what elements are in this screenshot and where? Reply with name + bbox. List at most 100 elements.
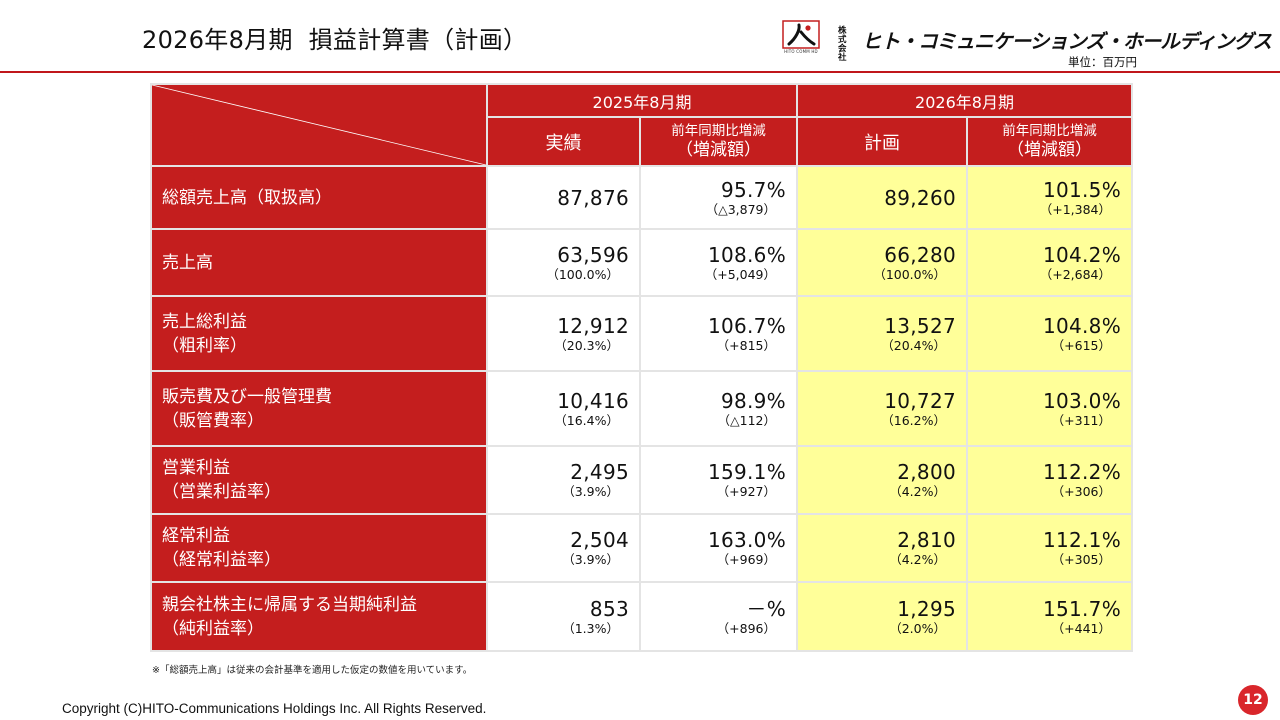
plan-yoy-cell: 104.2% （+2,684） bbox=[966, 228, 1133, 297]
actual-value: 87,876 bbox=[557, 185, 629, 210]
row-label: 経常利益 （経常利益率） bbox=[150, 513, 488, 583]
plan-ratio: （20.4%） bbox=[881, 337, 946, 353]
actual-ratio: （16.4%） bbox=[554, 412, 619, 428]
row-label: 売上総利益 （粗利率） bbox=[150, 295, 488, 372]
plan-yoy-cell: 112.1% （+305） bbox=[966, 513, 1133, 583]
period-header-2026: 2026年8月期 bbox=[796, 83, 1133, 118]
row-label: 売上高 bbox=[150, 228, 488, 297]
yoy-header-line1: 前年同期比増減 bbox=[1002, 123, 1097, 139]
table-row: 売上総利益 （粗利率） 12,912 （20.3%） 106.7% （+815）… bbox=[150, 295, 1133, 372]
table-row: 親会社株主に帰属する当期純利益 （純利益率） 853 （1.3%） －% （+8… bbox=[150, 581, 1133, 652]
yoy-cell: 159.1% （+927） bbox=[639, 445, 798, 515]
yoy-value: 106.7% bbox=[707, 313, 786, 338]
company-logo: HITO COMM HD 株式会社 ヒト・コミュニケーションズ・ホールディングス bbox=[782, 20, 1272, 63]
plan-cell: 10,727 （16.2%） bbox=[796, 370, 968, 447]
row-label-line2: （粗利率） bbox=[162, 335, 247, 356]
plan-value: 1,295 bbox=[897, 596, 956, 621]
yoy-cell: 108.6% （+5,049） bbox=[639, 228, 798, 297]
yoy-value: 108.6% bbox=[707, 242, 786, 267]
column-header-yoy-2026: 前年同期比増減 （増減額） bbox=[966, 116, 1133, 167]
table-corner-cell bbox=[150, 83, 488, 167]
actual-cell: 2,495 （3.9%） bbox=[486, 445, 641, 515]
row-label-line1: 営業利益 bbox=[162, 458, 230, 478]
yoy-change: （+969） bbox=[716, 552, 776, 567]
yoy-change: （+896） bbox=[716, 620, 776, 636]
yoy-header-line1: 前年同期比増減 bbox=[671, 123, 766, 139]
yoy-header-line2: （増減額） bbox=[1007, 140, 1092, 160]
plan-ratio: （2.0%） bbox=[889, 620, 946, 636]
plan-yoy-change: （+1,384） bbox=[1039, 201, 1111, 217]
column-header-plan: 計画 bbox=[796, 116, 968, 167]
row-label-line2: （営業利益率） bbox=[162, 482, 281, 502]
plan-value: 66,280 bbox=[884, 242, 956, 267]
row-label-line1: 総額売上高（取扱高） bbox=[162, 187, 332, 208]
row-label-line1: 販売費及び一般管理費 bbox=[162, 386, 332, 407]
title-divider bbox=[0, 71, 1280, 73]
actual-cell: 853 （1.3%） bbox=[486, 581, 641, 652]
page-number-badge: 12 bbox=[1238, 685, 1268, 715]
yoy-cell: 98.9% （△112） bbox=[639, 370, 798, 447]
logo-mark-icon: HITO COMM HD bbox=[782, 20, 820, 56]
plan-yoy-cell: 103.0% （+311） bbox=[966, 370, 1133, 447]
plan-cell: 2,810 （4.2%） bbox=[796, 513, 968, 583]
row-label-line2: （純利益率） bbox=[162, 618, 264, 639]
plan-ratio: （4.2%） bbox=[889, 484, 946, 499]
plan-cell: 89,260 bbox=[796, 165, 968, 230]
row-label-line1: 経常利益 bbox=[162, 526, 230, 546]
row-label: 親会社株主に帰属する当期純利益 （純利益率） bbox=[150, 581, 488, 652]
row-label: 販売費及び一般管理費 （販管費率） bbox=[150, 370, 488, 447]
row-label-line2: （経常利益率） bbox=[162, 550, 281, 570]
page-title: 2026年8月期 損益計算書（計画） bbox=[142, 26, 528, 54]
yoy-change: （+927） bbox=[716, 484, 776, 499]
actual-cell: 87,876 bbox=[486, 165, 641, 230]
plan-yoy-value: 151.7% bbox=[1042, 596, 1121, 621]
plan-value: 89,260 bbox=[884, 185, 956, 210]
yoy-value: 98.9% bbox=[720, 388, 786, 413]
yoy-cell: 106.7% （+815） bbox=[639, 295, 798, 372]
yoy-change: （+815） bbox=[716, 337, 776, 353]
copyright-text: Copyright (C)HITO-Communications Holding… bbox=[62, 701, 487, 716]
yoy-value: 95.7% bbox=[720, 177, 786, 202]
row-label-line1: 親会社株主に帰属する当期純利益 bbox=[162, 594, 417, 615]
plan-cell: 13,527 （20.4%） bbox=[796, 295, 968, 372]
yoy-change: （△112） bbox=[717, 412, 776, 428]
actual-ratio: （3.9%） bbox=[562, 552, 619, 567]
plan-value: 2,800 bbox=[897, 460, 956, 484]
plan-yoy-change: （+306） bbox=[1051, 484, 1111, 499]
actual-value: 10,416 bbox=[557, 388, 629, 413]
table-row: 売上高 63,596 （100.0%） 108.6% （+5,049） 66,2… bbox=[150, 228, 1133, 297]
footnote: ※「総額売上高」は従来の会計基準を適用した仮定の数値を用いています。 bbox=[152, 665, 473, 676]
plan-value: 2,810 bbox=[897, 528, 956, 552]
yoy-cell: －% （+896） bbox=[639, 581, 798, 652]
yoy-value: 163.0% bbox=[707, 528, 786, 552]
plan-yoy-value: 101.5% bbox=[1042, 177, 1121, 202]
plan-yoy-cell: 151.7% （+441） bbox=[966, 581, 1133, 652]
plan-yoy-value: 112.2% bbox=[1042, 460, 1121, 484]
actual-ratio: （1.3%） bbox=[562, 620, 619, 636]
actual-value: 2,504 bbox=[570, 528, 629, 552]
yoy-value: 159.1% bbox=[707, 460, 786, 484]
row-label-line2: （販管費率） bbox=[162, 410, 264, 431]
table-row: 総額売上高（取扱高） 87,876 95.7% （△3,879） 89,260 … bbox=[150, 165, 1133, 230]
plan-yoy-value: 104.8% bbox=[1042, 313, 1121, 338]
plan-yoy-change: （+441） bbox=[1051, 620, 1111, 636]
actual-cell: 10,416 （16.4%） bbox=[486, 370, 641, 447]
actual-value: 853 bbox=[589, 596, 629, 621]
plan-yoy-cell: 101.5% （+1,384） bbox=[966, 165, 1133, 230]
corner-diagonal-line bbox=[152, 85, 486, 165]
column-header-yoy-2025: 前年同期比増減 （増減額） bbox=[639, 116, 798, 167]
row-label-line1: 売上高 bbox=[162, 252, 213, 273]
yoy-cell: 95.7% （△3,879） bbox=[639, 165, 798, 230]
actual-ratio: （100.0%） bbox=[546, 266, 619, 282]
yoy-value: －% bbox=[746, 596, 786, 621]
table-row: 経常利益 （経常利益率） 2,504 （3.9%） 163.0% （+969） … bbox=[150, 513, 1133, 583]
plan-yoy-value: 112.1% bbox=[1042, 528, 1121, 552]
yoy-cell: 163.0% （+969） bbox=[639, 513, 798, 583]
logo-mark-text: HITO COMM HD bbox=[784, 49, 818, 54]
plan-yoy-change: （+311） bbox=[1051, 412, 1111, 428]
plan-value: 10,727 bbox=[884, 388, 956, 413]
actual-cell: 2,504 （3.9%） bbox=[486, 513, 641, 583]
plan-cell: 2,800 （4.2%） bbox=[796, 445, 968, 515]
actual-cell: 63,596 （100.0%） bbox=[486, 228, 641, 297]
plan-yoy-cell: 104.8% （+615） bbox=[966, 295, 1133, 372]
